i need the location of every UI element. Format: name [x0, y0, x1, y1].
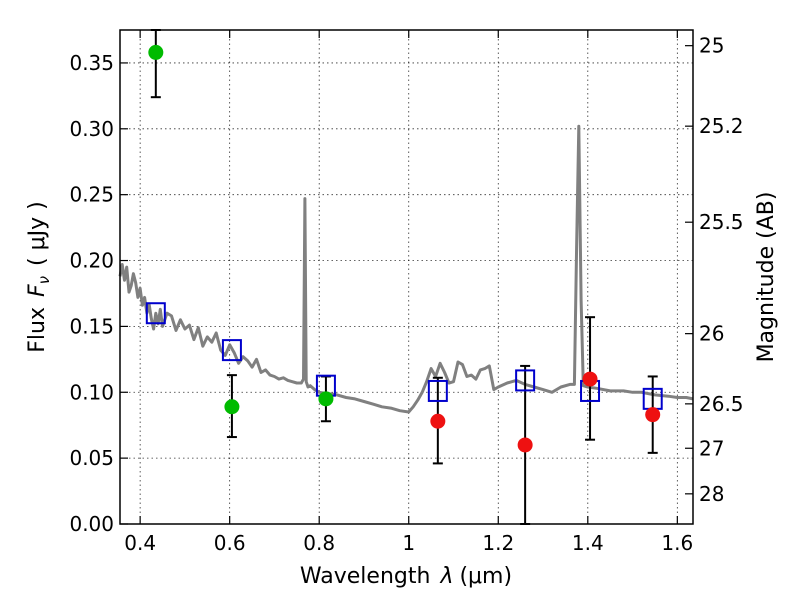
- observed-optical-point: [318, 391, 334, 407]
- observed-nir-point: [517, 437, 533, 453]
- x-tick-label: 1: [402, 531, 415, 555]
- observed-nir-point: [430, 413, 446, 429]
- magnitude-tick-label: 25.2: [699, 114, 744, 138]
- x-tick-label: 0.6: [214, 531, 246, 555]
- x-axis-label: Wavelength λ (μm): [300, 564, 512, 589]
- model-spectrum-line: [118, 124, 694, 414]
- y-tick-label: 0.20: [69, 249, 114, 273]
- magnitude-tick-label: 25.5: [699, 210, 744, 234]
- plot-frame: [119, 29, 694, 525]
- observed-nir-point: [645, 407, 661, 423]
- y-tick-label: 0.05: [69, 446, 114, 470]
- y-tick-label: 0.30: [69, 117, 114, 141]
- y-tick-label: 0.10: [69, 380, 114, 404]
- y-tick-label: 0.15: [69, 314, 114, 338]
- x-tick-label: 1.6: [661, 531, 693, 555]
- y-tick-label: 0.00: [69, 512, 114, 536]
- x-tick-label: 1.2: [482, 531, 514, 555]
- model-photometry-square: [221, 339, 242, 362]
- magnitude-tick-label: 26.5: [699, 392, 744, 416]
- magnitude-tick-label: 28: [699, 482, 724, 506]
- model-photometry-square: [515, 369, 536, 392]
- magnitude-tick-label: 26: [699, 322, 724, 346]
- model-photometry-square: [427, 379, 448, 402]
- y-tick-label: 0.35: [69, 51, 114, 75]
- magnitude-tick-label: 27: [699, 436, 724, 460]
- magnitude-tick-label: 25: [699, 34, 724, 58]
- observed-optical-point: [148, 44, 164, 60]
- y-axis-label: FluxFν( μJy ): [25, 201, 53, 352]
- observed-optical-point: [224, 399, 240, 415]
- spectrum-layer: [118, 124, 694, 414]
- y-tick-label: 0.25: [69, 183, 114, 207]
- right-axis-label: Magnitude (AB): [754, 192, 779, 363]
- tick-layer: 0.4 0.6 0.8 1 1.2 1.4 1.6 0.00 0.05 0.10 0.15 0.20 0…: [69, 30, 744, 555]
- x-tick-label: 1.4: [572, 531, 604, 555]
- observed-nir-point: [582, 371, 598, 387]
- model-photometry-square: [145, 302, 166, 325]
- x-tick-label: 0.8: [303, 531, 335, 555]
- x-tick-label: 0.4: [124, 531, 156, 555]
- grid-layer: [120, 30, 693, 524]
- marker-layer: [145, 44, 663, 453]
